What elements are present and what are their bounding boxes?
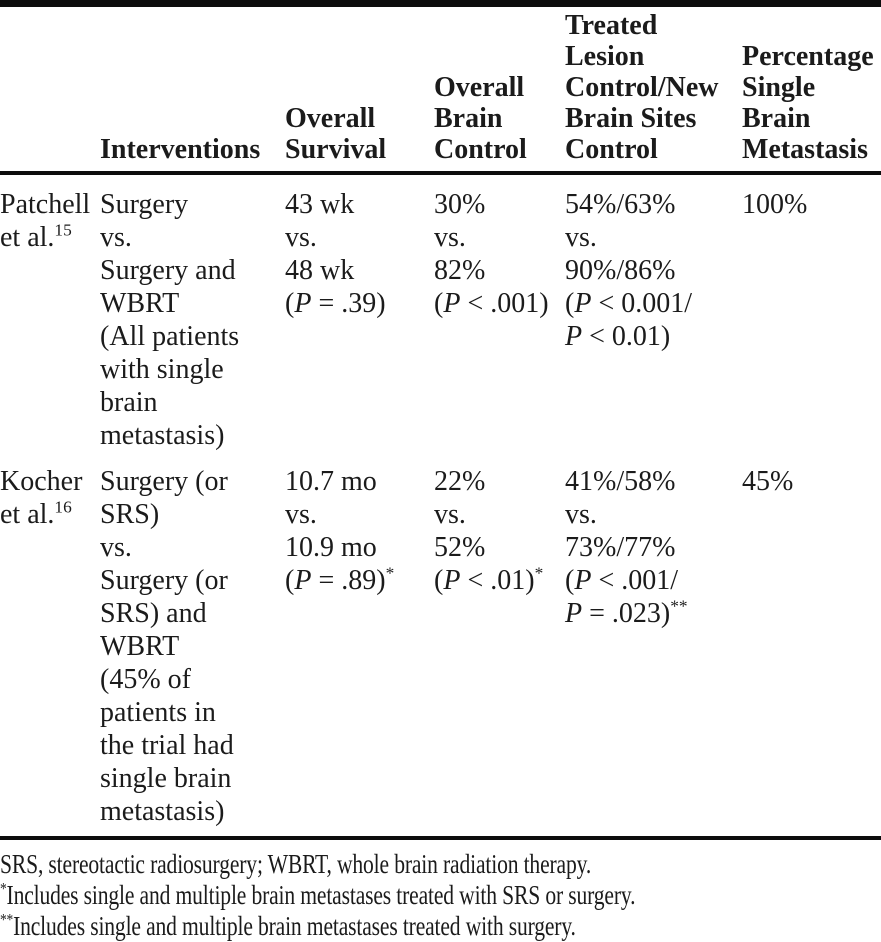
column-header-line: Control [434,134,527,165]
cell-line: single brain [100,763,232,794]
cell-line: the trial had [100,730,234,761]
column-header-overall-survival: Overall Survival [285,3,434,175]
table-row-kocher: Kocher et al.16 Surgery (or SRS) vs. Surgery … [0,452,881,838]
cell-line: 48 wk [285,255,355,286]
cell-study: Kocher et al.16 [0,452,100,838]
cell-line: metastasis) [100,796,225,827]
cell-line: SRS) and [100,598,207,629]
cell-line: vs. [434,499,466,530]
cell-line: (P < .01)* [434,563,544,596]
column-header-line: Percentage [742,41,874,72]
cell-line: vs. [434,222,466,253]
cell-line: et al.15 [0,220,72,253]
footnote-double-asterisk: **Includes single and multiple brain met… [0,910,576,941]
cell-line: 54%/63% [565,189,676,220]
cell-line: vs. [285,222,317,253]
cell-line: vs. [565,222,597,253]
cell-line: (P < 0.001/ [565,288,693,319]
cell-treated-lesion-control-new-brain-sites-control: 54%/63% vs. 90%/86% (P < 0.001/P < 0.01) [565,173,742,452]
cell-overall-brain-control: 30% vs. 82% (P < .001) [434,173,565,452]
cell-line: (P = .89)* [285,563,395,596]
cell-line: et al.16 [0,497,72,530]
column-header-line: Survival [285,134,387,165]
clinical-trials-table: Interventions Overall Survival Overall Brain… [0,0,881,840]
table-header: Interventions Overall Survival Overall Brain… [0,3,881,175]
cell-overall-survival: 10.7 mo vs. 10.9 mo (P = .89)* [285,452,434,838]
cell-interventions: Surgery (or SRS) vs. Surgery (or SRS) and WBR… [100,452,285,838]
cell-line: vs. [100,222,132,253]
cell-line: WBRT [100,288,180,319]
cell-line: 45% [742,466,794,497]
cell-line: 10.9 mo [285,532,377,563]
cell-line: brain [100,387,158,418]
column-header-line: Overall [285,103,376,134]
column-header-study [0,3,100,175]
cell-line: 100% [742,189,808,220]
cell-line: 22% [434,466,486,497]
column-header-overall-brain-control: Overall Brain Control [434,3,565,175]
column-header-line: Brain Sites [565,103,697,134]
cell-line: P = .023)** [565,596,688,629]
cell-line: WBRT [100,631,180,662]
cell-overall-survival: 43 wk vs. 48 wk (P = .39) [285,173,434,452]
column-header-line: Single [742,72,816,103]
table-footnotes: SRS, stereotactic radiosurgery; WBRT, wh… [0,840,881,942]
cell-line: (45% of [100,664,191,695]
column-header-line: Lesion [565,41,645,72]
cell-line: (P < .001) [434,288,549,319]
cell-line: Patchell [0,189,91,220]
cell-line: P < 0.01) [565,321,671,352]
cell-line: (P < .001/ [565,565,679,596]
cell-line: 30% [434,189,486,220]
cell-line: with single [100,354,224,385]
cell-study: Patchell et al.15 [0,173,100,452]
column-header-line: Overall [434,72,525,103]
cell-treated-lesion-control-new-brain-sites-control: 41%/58% vs. 73%/77% (P < .001/P = .023)** [565,452,742,838]
cell-overall-brain-control: 22% vs. 52% (P < .01)* [434,452,565,838]
column-header-line: Metastasis [742,134,868,165]
footnote-single-asterisk: *Includes single and multiple brain meta… [0,879,636,910]
column-header-line: Control [565,134,658,165]
cell-line: SRS) [100,499,160,530]
table-header-row: Interventions Overall Survival Overall Brain… [0,3,881,175]
cell-line: (P = .39) [285,288,386,319]
cell-line: vs. [565,499,597,530]
cell-line: vs. [285,499,317,530]
cell-line: Surgery [100,189,189,220]
footnote-abbreviations: SRS, stereotactic radiosurgery; WBRT, wh… [0,849,592,879]
cell-interventions: Surgery vs. Surgery and WBRT (All patients wi… [100,173,285,452]
column-header-interventions: Interventions [100,3,285,175]
column-header-line: Brain [742,103,811,134]
cell-line: Surgery (or [100,466,228,497]
column-header-treated-lesion-control-new-brain-sites-control: Treated Lesion Control/New Brain Sites Contr… [565,3,742,175]
cell-line: Surgery and [100,255,236,286]
cell-percentage-single-brain-metastasis: 45% [742,452,881,838]
table-body: Patchell et al.15 Surgery vs. Surgery and WBR… [0,173,881,838]
cell-line: 41%/58% [565,466,676,497]
cell-line: 73%/77% [565,532,676,563]
column-header-line: Interventions [100,134,261,165]
cell-percentage-single-brain-metastasis: 100% [742,173,881,452]
cell-line: 82% [434,255,486,286]
cell-line: 10.7 mo [285,466,377,497]
cell-line: Surgery (or [100,565,228,596]
cell-line: 52% [434,532,486,563]
column-header-line: Control/New [565,72,719,103]
column-header-line: Treated [565,10,658,41]
cell-line: (All patients [100,321,240,352]
table-row-patchell: Patchell et al.15 Surgery vs. Surgery and WBR… [0,173,881,452]
cell-line: Kocher [0,466,83,497]
cell-line: patients in [100,697,216,728]
column-header-line: Brain [434,103,503,134]
cell-line: 43 wk [285,189,355,220]
cell-line: vs. [100,532,132,563]
cell-line: metastasis) [100,420,225,451]
cell-line: 90%/86% [565,255,676,286]
column-header-percentage-single-brain-metastasis: Percentage Single Brain Metastasis [742,3,881,175]
